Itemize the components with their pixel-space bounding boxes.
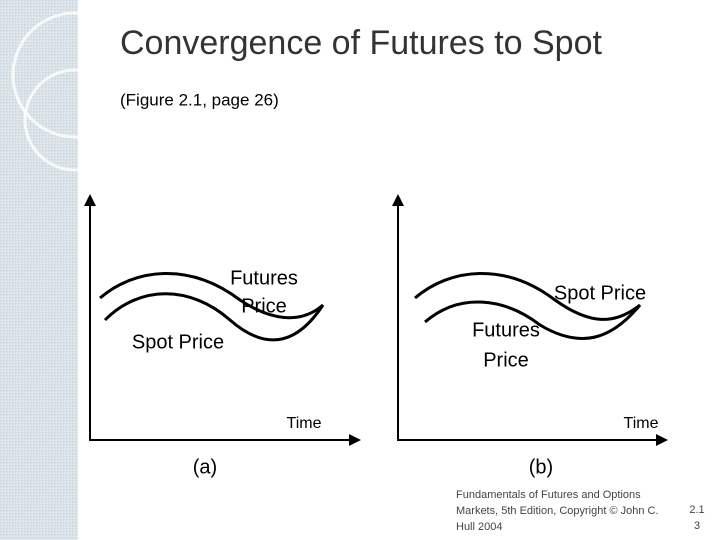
slide-number: 2.13 <box>689 504 705 532</box>
curve-label: Price <box>483 349 529 371</box>
side-strip <box>0 0 78 540</box>
curve-label: Spot Price <box>132 331 224 353</box>
panel-caption: (b) <box>529 456 553 478</box>
panel-a <box>84 194 361 446</box>
curve-label: Futures <box>472 319 540 341</box>
subtitle: (Figure 2.1, page 26) <box>120 90 279 109</box>
panel-caption: (a) <box>193 456 217 478</box>
panel-b <box>392 194 668 446</box>
axis-label: Time <box>287 415 322 432</box>
curve-label: Spot Price <box>554 282 646 304</box>
upper-curve <box>99 272 324 320</box>
curve-label: Futures <box>230 267 298 289</box>
axes <box>84 194 361 446</box>
lower-curve <box>424 300 642 340</box>
decor-circle <box>11 11 139 139</box>
footer-credit: Fundamentals of Futures and Options Mark… <box>456 489 659 533</box>
axis-label: Time <box>624 415 659 432</box>
decor-circle <box>23 68 127 172</box>
lower-curve <box>103 292 325 342</box>
upper-curve <box>414 272 641 321</box>
title: Convergence of Futures to Spot <box>120 24 602 62</box>
curve-label: Price <box>241 295 287 317</box>
axes <box>392 194 668 446</box>
